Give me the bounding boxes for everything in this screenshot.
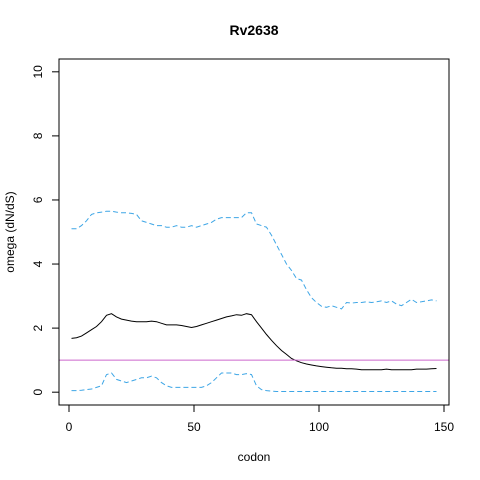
- x-tick-label: 50: [187, 420, 201, 434]
- y-axis-label: omega (dN/dS): [3, 191, 17, 272]
- x-tick-label: 0: [66, 420, 73, 434]
- plot-area: [59, 210, 449, 392]
- y-tick-label: 10: [31, 65, 45, 79]
- series-line-upper-bound: [71, 210, 437, 310]
- x-tick-label: 100: [309, 420, 329, 434]
- chart-title: Rv2638: [229, 22, 278, 38]
- x-axis-label: codon: [238, 450, 271, 464]
- y-tick-label: 0: [31, 389, 45, 396]
- x-tick-label: 150: [434, 420, 454, 434]
- x-axis: 0 50 100 150: [66, 404, 454, 434]
- series-line-omega: [71, 313, 437, 371]
- y-tick-label: 2: [31, 324, 45, 331]
- y-tick-label: 6: [31, 196, 45, 203]
- y-axis: 0 2 4 6 8 10: [31, 65, 60, 396]
- y-tick-label: 8: [31, 132, 45, 139]
- series-line-lower-bound: [71, 372, 437, 392]
- y-tick-label: 4: [31, 260, 45, 267]
